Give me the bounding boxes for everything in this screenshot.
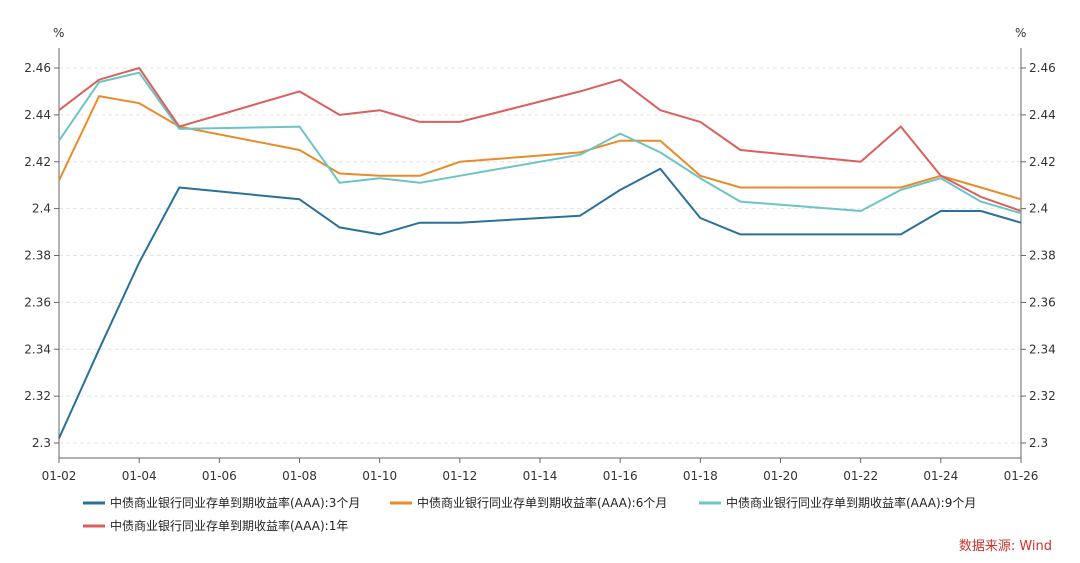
legend-label: 中债商业银行同业存单到期收益率(AAA):6个月 bbox=[417, 495, 667, 510]
x-tick-label: 01-06 bbox=[202, 469, 237, 483]
right-y-tick-label: 2.32 bbox=[1029, 389, 1056, 403]
series-lines bbox=[58, 67, 1022, 439]
x-tick-label: 01-04 bbox=[122, 469, 157, 483]
legend-item: 中债商业银行同业存单到期收益率(AAA):9个月 bbox=[699, 495, 976, 510]
left-y-tick-label: 2.34 bbox=[24, 342, 51, 356]
right-y-tick-label: 2.44 bbox=[1029, 108, 1056, 122]
legend-item: 中债商业银行同业存单到期收益率(AAA):6个月 bbox=[390, 495, 667, 510]
legend: 中债商业银行同业存单到期收益率(AAA):3个月 中债商业银行同业存单到期收益率(… bbox=[83, 495, 976, 533]
series-line-1 bbox=[58, 167, 1022, 439]
left-y-tick-label: 2.3 bbox=[32, 436, 51, 450]
right-y-tick-label: 2.46 bbox=[1029, 61, 1056, 75]
x-tick-label: 01-20 bbox=[763, 469, 798, 483]
legend-item: 中债商业银行同业存单到期收益率(AAA):1年 bbox=[83, 518, 348, 533]
right-y-tick-label: 2.38 bbox=[1029, 249, 1056, 263]
x-tick-label: 01-22 bbox=[843, 469, 878, 483]
left-unit-label: % bbox=[53, 26, 64, 40]
right-y-tick-label: 2.34 bbox=[1029, 342, 1056, 356]
series-line-3 bbox=[58, 71, 1022, 215]
data-source: 数据来源: Wind bbox=[959, 539, 1052, 554]
x-tick-label: 01-18 bbox=[683, 469, 718, 483]
right-y-tick-label: 2.36 bbox=[1029, 295, 1056, 309]
left-y-tick-label: 2.36 bbox=[24, 295, 51, 309]
gridlines bbox=[59, 67, 1021, 444]
left-y-tick-label: 2.42 bbox=[24, 155, 51, 169]
x-tick-label: 01-14 bbox=[523, 469, 558, 483]
legend-item: 中债商业银行同业存单到期收益率(AAA):3个月 bbox=[83, 495, 360, 510]
legend-label: 中债商业银行同业存单到期收益率(AAA):9个月 bbox=[726, 495, 976, 510]
right-y-tick-label: 2.4 bbox=[1029, 202, 1048, 216]
x-tick-label: 01-02 bbox=[42, 469, 77, 483]
x-tick-label: 01-16 bbox=[603, 469, 638, 483]
left-y-tick-label: 2.44 bbox=[24, 108, 51, 122]
right-y-tick-label: 2.3 bbox=[1029, 436, 1048, 450]
legend-label: 中债商业银行同业存单到期收益率(AAA):1年 bbox=[110, 518, 348, 533]
legend-label: 中债商业银行同业存单到期收益率(AAA):3个月 bbox=[110, 495, 360, 510]
x-tick-labels: 01-02 01-04 01-06 01-08 01-10 01-12 01-14 01-16… bbox=[42, 469, 1039, 483]
axes bbox=[54, 48, 1026, 463]
right-y-tick-label: 2.42 bbox=[1029, 155, 1056, 169]
left-y-tick-label: 2.46 bbox=[24, 61, 51, 75]
x-tick-label: 01-24 bbox=[923, 469, 958, 483]
x-tick-label: 01-26 bbox=[1004, 469, 1039, 483]
x-tick-label: 01-12 bbox=[442, 469, 477, 483]
x-tick-label: 01-10 bbox=[362, 469, 397, 483]
left-y-tick-label: 2.4 bbox=[32, 202, 51, 216]
left-y-tick-label: 2.38 bbox=[24, 249, 51, 263]
right-y-tick-labels: 2.3 2.32 2.34 2.36 2.38 2.4 2.42 2.44 2.46 bbox=[1029, 61, 1056, 450]
x-tick-label: 01-08 bbox=[282, 469, 317, 483]
right-unit-label: % bbox=[1015, 26, 1026, 40]
series-line-4 bbox=[58, 67, 1022, 212]
left-y-tick-labels: 2.3 2.32 2.34 2.36 2.38 2.4 2.42 2.44 2.46 bbox=[24, 61, 51, 450]
left-y-tick-label: 2.32 bbox=[24, 389, 51, 403]
